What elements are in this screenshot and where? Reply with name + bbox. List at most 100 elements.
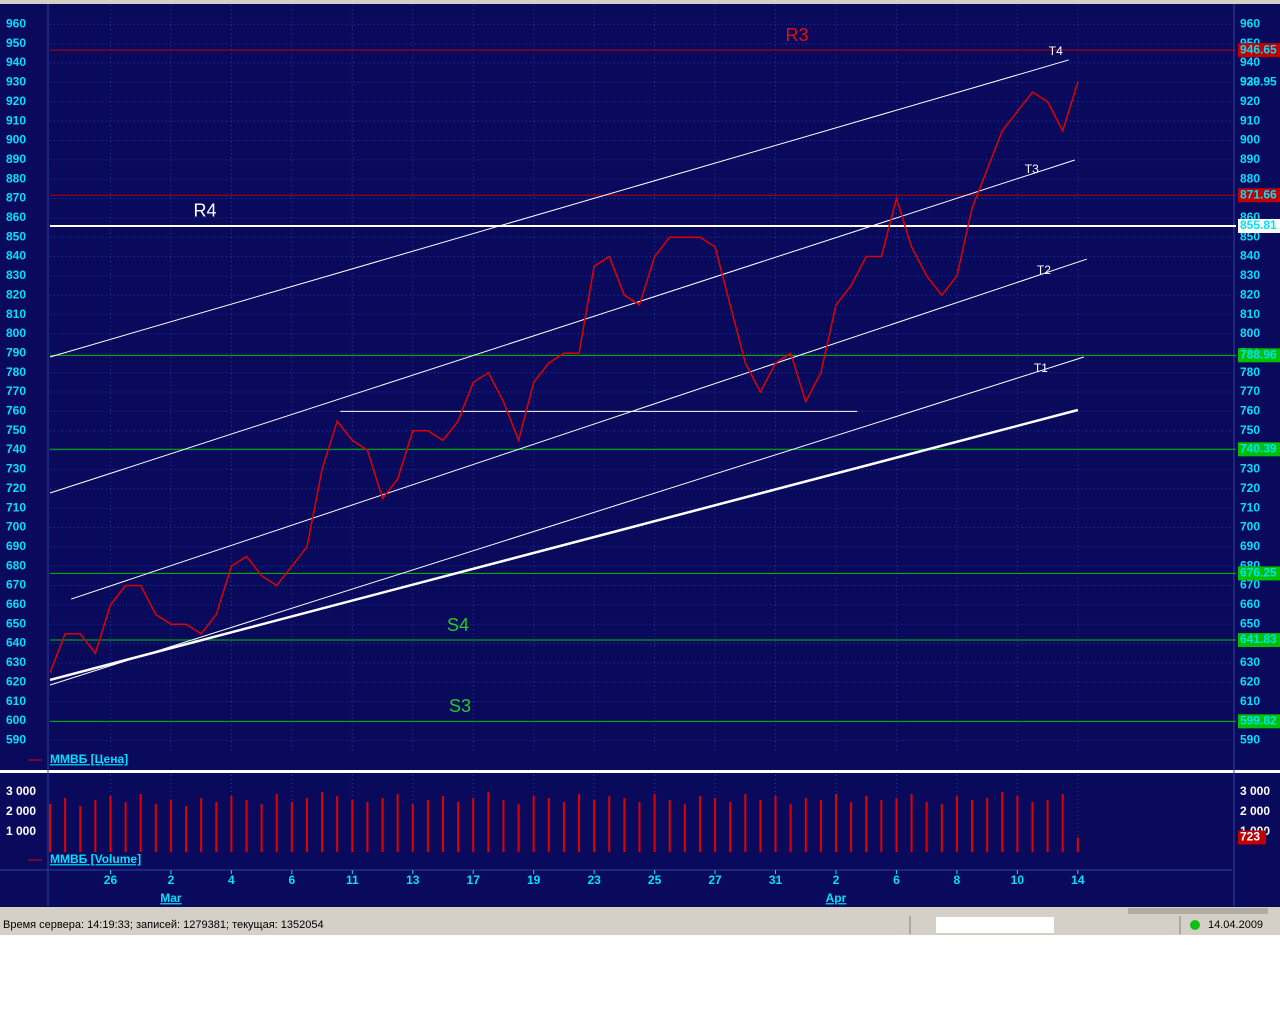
y-tick-label: 940 (6, 55, 26, 69)
y-tick-label-right: 810 (1240, 307, 1260, 321)
volume-bar (910, 794, 913, 852)
volume-bar (79, 806, 82, 852)
volume-bar (185, 806, 188, 852)
volume-bar (623, 798, 626, 852)
y-tick-label-right: 760 (1240, 404, 1260, 418)
level-label-bg (1238, 633, 1280, 648)
x-tick-label: 23 (587, 873, 601, 887)
volume-bar (1001, 792, 1004, 852)
y-tick-label: 930 (6, 75, 26, 89)
volume-bar (940, 804, 943, 852)
y-tick-label: 610 (6, 694, 26, 708)
level-label-bg (1238, 43, 1280, 58)
level-label: 676.25 (1240, 566, 1277, 580)
volume-bar (608, 796, 611, 852)
y-tick-label: 800 (6, 326, 26, 340)
volume-bar (230, 796, 233, 852)
volume-bar (336, 796, 339, 852)
panel-separator (0, 770, 1280, 773)
volume-bar (593, 800, 596, 852)
y-tick-label-right: 800 (1240, 326, 1260, 340)
y-tick-label: 890 (6, 152, 26, 166)
trendline (49, 356, 1085, 686)
legend-label[interactable]: ММВБ [Цена] (50, 752, 128, 766)
volume-bar (154, 804, 157, 852)
trendline-label: T2 (1037, 263, 1051, 277)
trendline-label: T3 (1025, 162, 1039, 176)
volume-bar (139, 794, 142, 852)
volume-bar (245, 800, 248, 852)
y-tick-label: 660 (6, 597, 26, 611)
y-tick-label: 790 (6, 345, 26, 359)
y-tick-label-right: 670 (1240, 578, 1260, 592)
top-strip (0, 0, 1280, 4)
trendline (49, 59, 1069, 358)
y-tick-label-right: 720 (1240, 481, 1260, 495)
month-label: Apr (826, 891, 847, 905)
volume-bar (668, 800, 671, 852)
y-tick-label: 750 (6, 423, 26, 437)
volume-bar (381, 798, 384, 852)
status-field (936, 917, 1054, 933)
trendline-label: T4 (1049, 44, 1063, 58)
x-tick-label: 25 (648, 873, 662, 887)
level-label-bg (1238, 566, 1280, 581)
volume-bar (411, 804, 414, 852)
y-tick-label: 840 (6, 249, 26, 263)
y-tick-label: 700 (6, 520, 26, 534)
volume-bar (124, 802, 127, 852)
y-tick-label: 870 (6, 191, 26, 205)
level-label-bg (1238, 218, 1280, 233)
scroll-thumb[interactable] (1128, 908, 1268, 914)
volume-bar (1046, 800, 1049, 852)
y-tick-label-right: 630 (1240, 655, 1260, 669)
y-tick-label-right: 890 (1240, 152, 1260, 166)
x-tick-label: 10 (1011, 873, 1025, 887)
y-tick-label: 900 (6, 133, 26, 147)
y-tick-label-right: 920 (1240, 94, 1260, 108)
volume-bar (850, 802, 853, 852)
x-tick-label: 2 (833, 873, 840, 887)
volume-bar (169, 800, 172, 852)
y-tick-label: 590 (6, 732, 26, 746)
y-tick-label-right: 650 (1240, 616, 1260, 630)
legend-label[interactable]: ММВБ [Volume] (50, 852, 141, 866)
trendline (71, 258, 1088, 600)
y-tick-label-right: 710 (1240, 500, 1260, 514)
volume-bar (305, 798, 308, 852)
last-volume: 723 (1240, 830, 1260, 844)
trendline (49, 408, 1079, 682)
level-label-bg (1238, 714, 1280, 729)
y-tick-label: 780 (6, 365, 26, 379)
volume-bar (895, 798, 898, 852)
trendline-label: T1 (1034, 361, 1048, 375)
volume-bar (457, 802, 460, 852)
y-tick-label: 730 (6, 462, 26, 476)
y-tick-label-right: 940 (1240, 55, 1260, 69)
volume-bar (638, 802, 641, 852)
volume-bar (971, 800, 974, 852)
x-tick-label: 8 (954, 873, 961, 887)
y-tick-label-right: 780 (1240, 365, 1260, 379)
y-tick-label: 680 (6, 558, 26, 572)
x-tick-label: 31 (769, 873, 783, 887)
level-label: 740.39 (1240, 441, 1277, 455)
y-tick-label: 650 (6, 616, 26, 630)
y-tick-label: 770 (6, 384, 26, 398)
volume-bar (502, 800, 505, 852)
y-tick-label: 810 (6, 307, 26, 321)
volume-bar (986, 798, 989, 852)
level-label: 946.65 (1240, 42, 1277, 56)
trendline (49, 159, 1075, 494)
volume-bar (426, 800, 429, 852)
volume-bar (321, 792, 324, 852)
level-label: 641.83 (1240, 632, 1277, 646)
x-tick-label: 13 (406, 873, 420, 887)
scrollbar[interactable] (0, 907, 1280, 915)
y-tick-label: 740 (6, 442, 26, 456)
volume-bar (1061, 794, 1064, 852)
price-line (49, 82, 1079, 673)
volume-bar (275, 794, 278, 852)
y-tick-label: 720 (6, 481, 26, 495)
